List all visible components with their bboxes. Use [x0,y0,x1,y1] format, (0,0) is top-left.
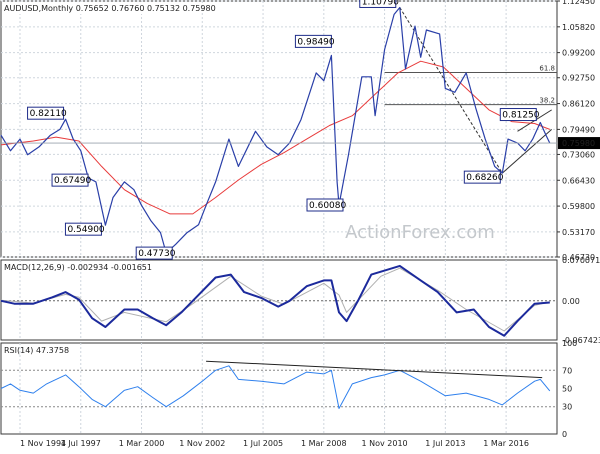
channel-lower-line [501,128,553,174]
x-tick-label: 1 Mar 2000 [119,439,165,448]
price-level-label: 0.98490 [297,37,334,47]
price-level-box [64,222,102,236]
x-tick-label: 1 Jul 1997 [61,439,101,448]
rsi-line [0,365,551,409]
macd-y-tick-label: 0.070071 [562,256,600,265]
price-y-tick-label: 0.46730 [562,253,595,262]
price-pane-title: AUDUSD,Monthly 0.75652 0.76760 0.75132 0… [4,4,216,13]
price-y-tick-label: 1.05820 [562,23,595,32]
price-y-tick-label: 0.86120 [562,100,595,109]
price-level-label: 0.82110 [30,109,67,119]
price-level-label: 0.60080 [309,201,346,211]
title-bg [2,2,152,14]
fib-level-label: 61.8 [539,64,555,72]
rsi-trendline [206,360,543,379]
fib-level-label: 38.2 [539,97,555,105]
watermark: ActionForex.com [345,222,495,243]
moving-average-line [0,60,550,215]
price-y-tick-label: 0.66430 [562,176,595,185]
price-layer: 61.8 38.2 0.82110 0.67490 0.54900 0.47730 0.98… [0,0,557,260]
x-tick-label: 1 Nov 2002 [179,439,225,448]
price-level-label: 0.54900 [67,225,104,235]
price-level-box [359,0,397,8]
price-y-tick-label: 0.59800 [562,202,595,211]
rsi-y-tick-label: 30 [562,403,572,412]
rsi-y-tick-label: 0 [562,430,567,439]
price-y-tick-label: 0.53170 [562,228,595,237]
price-level-label: 0.67490 [54,176,91,186]
price-level-box [306,198,344,212]
rsi-pane-title: RSI(14) 47.3758 [4,346,69,355]
watermark-layer: ActionForex.com [345,222,495,243]
x-tick-label: 1 Jul 2005 [243,439,283,448]
price-level-box [294,34,332,48]
price-level-label: 0.81250 [502,111,539,121]
current-price-box [558,137,600,150]
macd-pane [0,259,558,341]
macd-layer [0,264,557,337]
price-level-label: 0.68260 [466,173,503,183]
price-level-box [135,246,173,260]
rsi-pane [0,342,558,435]
price-level-box [27,106,65,120]
price-level-box [51,173,89,187]
x-tick-label: 1 Mar 2008 [301,439,347,448]
rsi-y-tick-label: 70 [562,366,572,375]
rsi-y-tick-label: 100 [562,339,577,348]
price-level-label: 0.47730 [138,249,175,259]
price-level-box [499,108,537,122]
x-tick-label: 1 Nov 2010 [362,439,408,448]
price-line [0,6,551,254]
price-level-label: 1.10790 [362,0,399,7]
macd-line [0,264,550,337]
macd-y-tick-label: 0.00 [562,297,580,306]
x-tick-label: 1 Mar 2016 [483,439,529,448]
macd-pane-title: MACD(12,26,9) -0.002934 -0.001651 [4,263,152,272]
price-y-tick-label: 0.79490 [562,125,595,134]
price-y-tick-label: 0.92750 [562,74,595,83]
rsi-layer [0,360,557,409]
x-tick-label: 1 Jul 2013 [425,439,465,448]
price-y-tick-label: 0.73060 [562,150,595,159]
grid-layer [1,0,557,434]
current-price-label: 0.75980 [562,139,595,148]
price-y-tick-label: 1.12450 [562,0,595,6]
price-level-box [463,170,501,184]
rsi-y-tick-label: 50 [562,385,572,394]
price-y-tick-label: 0.99200 [562,49,595,58]
macd-y-tick-label: -0.067423 [562,336,600,345]
x-tick-label: 1 Nov 1994 [20,439,66,448]
